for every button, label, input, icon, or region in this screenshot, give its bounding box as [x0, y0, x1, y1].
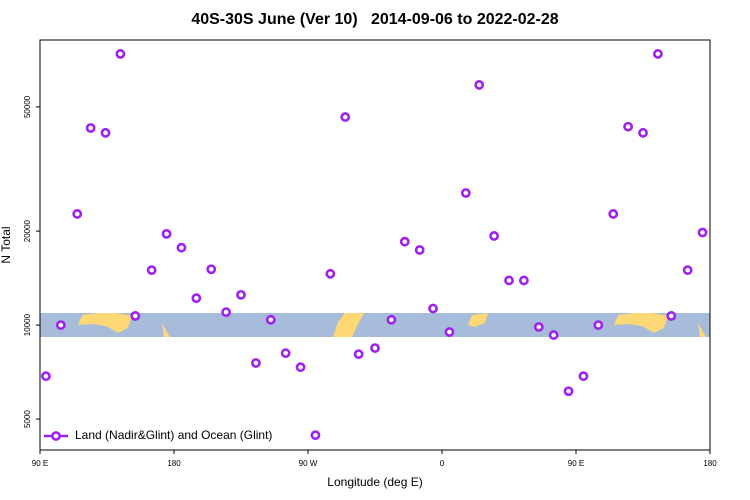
- point: [444, 327, 455, 337]
- point: [176, 242, 187, 253]
- point: [548, 330, 559, 340]
- x-tick-label: 90 E: [32, 459, 48, 468]
- point: [250, 358, 261, 368]
- point: [280, 348, 291, 359]
- point: [518, 275, 529, 286]
- point: [666, 311, 677, 321]
- point: [206, 264, 217, 275]
- point: [295, 362, 306, 373]
- point: [146, 265, 157, 276]
- point: [161, 228, 172, 239]
- point: [41, 371, 51, 382]
- y-tick-label: 20000: [23, 219, 32, 242]
- point: [370, 343, 380, 353]
- point: [623, 121, 634, 132]
- point: [593, 320, 604, 330]
- x-tick-label: 90 W: [299, 459, 318, 468]
- point: [265, 314, 276, 325]
- point: [489, 231, 500, 241]
- point: [474, 80, 485, 90]
- point: [682, 265, 693, 276]
- point: [386, 314, 397, 325]
- x-axis-label: Longitude (deg E): [327, 475, 422, 489]
- y-tick-label: 50000: [23, 95, 32, 118]
- point: [85, 123, 96, 133]
- point: [638, 127, 648, 138]
- x-tick-label: 180: [167, 459, 181, 468]
- legend-marker: [51, 431, 61, 441]
- legend-label: Land (Nadir&Glint) and Ocean (Glint): [75, 428, 272, 442]
- point: [55, 320, 66, 330]
- x-tick-label: 0: [440, 459, 445, 468]
- point: [399, 236, 410, 247]
- point: [504, 275, 514, 286]
- x-tick-label: 180: [703, 459, 717, 468]
- point: [652, 49, 663, 59]
- point: [428, 303, 438, 314]
- point: [221, 307, 232, 318]
- point: [191, 293, 202, 304]
- point: [310, 430, 321, 441]
- point: [697, 227, 708, 238]
- point: [130, 311, 141, 321]
- point: [340, 112, 351, 122]
- chart-title: 40S-30S June (Ver 10) 2014-09-06 to 2022…: [191, 11, 558, 28]
- point: [414, 245, 425, 255]
- map-band: [40, 313, 710, 337]
- point: [100, 127, 111, 138]
- point: [72, 209, 83, 219]
- point: [353, 349, 364, 360]
- y-axis-label: N Total: [0, 226, 13, 263]
- point: [325, 268, 336, 279]
- y-tick-label: 10000: [23, 313, 32, 336]
- point: [563, 386, 574, 397]
- point: [115, 49, 126, 59]
- x-tick-label: 90 E: [568, 459, 584, 468]
- point: [236, 289, 246, 300]
- point: [578, 371, 589, 382]
- plot-frame: [39, 39, 711, 451]
- y-tick-label: 5000: [23, 410, 32, 428]
- point: [460, 188, 471, 198]
- point: [533, 322, 544, 332]
- point: [608, 209, 619, 219]
